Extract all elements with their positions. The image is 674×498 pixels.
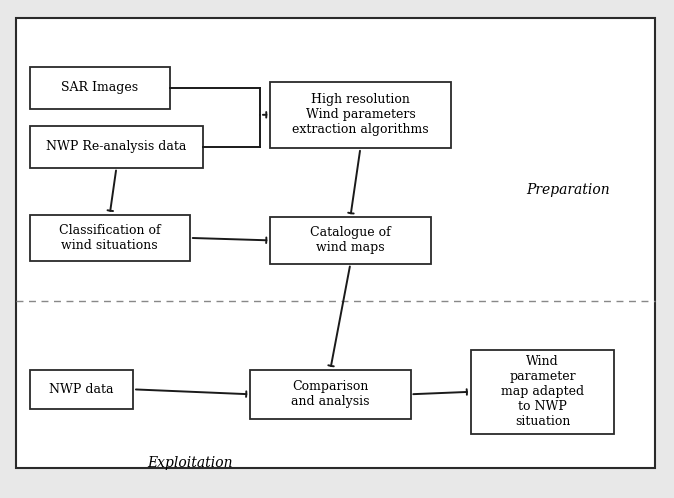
Text: High resolution
Wind parameters
extraction algorithms: High resolution Wind parameters extracti… [292, 93, 429, 136]
FancyBboxPatch shape [470, 350, 615, 434]
FancyBboxPatch shape [30, 215, 190, 261]
FancyBboxPatch shape [30, 370, 133, 409]
FancyBboxPatch shape [30, 67, 170, 109]
Text: NWP data: NWP data [49, 383, 114, 396]
Text: Wind
parameter
map adapted
to NWP
situation: Wind parameter map adapted to NWP situat… [501, 355, 584, 428]
Text: NWP Re-analysis data: NWP Re-analysis data [47, 140, 187, 153]
Text: SAR Images: SAR Images [61, 81, 138, 94]
Text: Preparation: Preparation [526, 183, 609, 197]
Text: Comparison
and analysis: Comparison and analysis [291, 380, 369, 408]
Text: Catalogue of
wind maps: Catalogue of wind maps [310, 227, 391, 254]
FancyBboxPatch shape [250, 370, 410, 419]
FancyBboxPatch shape [30, 126, 204, 168]
FancyBboxPatch shape [270, 82, 451, 148]
Text: Classification of
wind situations: Classification of wind situations [59, 224, 160, 252]
FancyBboxPatch shape [270, 217, 431, 264]
Text: Exploitation: Exploitation [147, 456, 233, 470]
FancyBboxPatch shape [16, 17, 654, 468]
